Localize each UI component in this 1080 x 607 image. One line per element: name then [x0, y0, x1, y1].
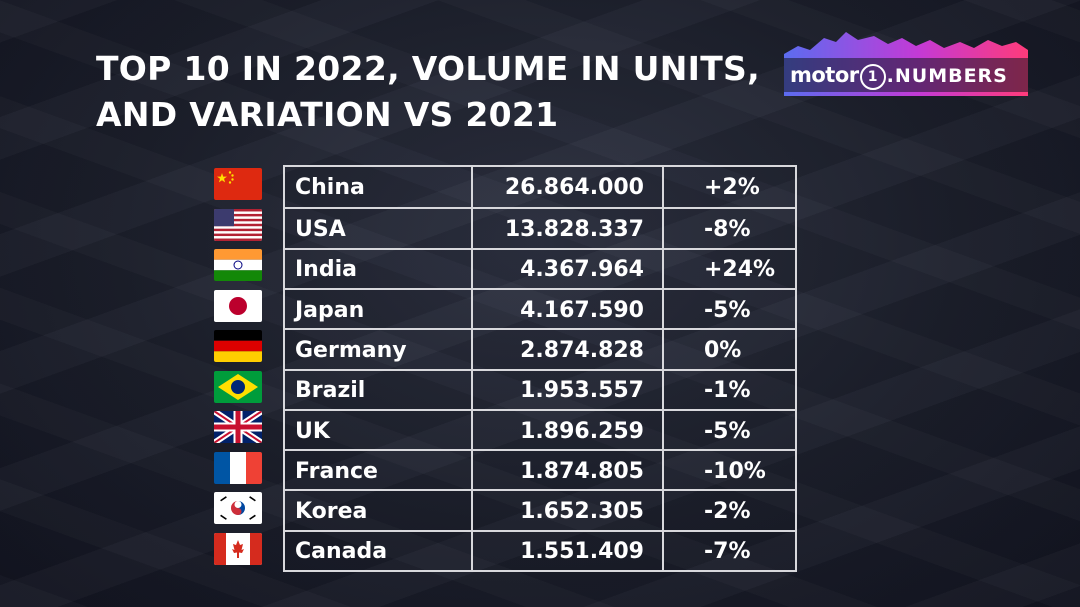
table-row: USA 13.828.337 -8% — [285, 207, 795, 250]
china-flag-icon — [214, 168, 262, 200]
table-row: China 26.864.000 +2% — [285, 167, 795, 208]
logo-one: 1 — [859, 64, 886, 90]
brazil-flag-icon — [214, 370, 262, 403]
logo-sub: .NUMBERS — [886, 65, 1008, 87]
variation-cell: +2% — [704, 174, 760, 200]
country-cell: China — [285, 167, 473, 208]
volume-cell: 4.367.964 — [473, 249, 664, 291]
table-row: India 4.367.964 +24% — [285, 247, 795, 291]
volume-cell: 1.896.259 — [473, 410, 664, 452]
japan-flag-icon — [214, 289, 262, 322]
country-cell: India — [285, 249, 473, 291]
usa-flag-icon — [214, 208, 262, 241]
country-cell: Brazil — [285, 370, 473, 411]
uk-flag-icon — [214, 411, 262, 443]
country-cell: Korea — [285, 491, 473, 532]
variation-cell: -5% — [704, 418, 751, 444]
france-flag-icon — [214, 451, 262, 484]
variation-cell: -8% — [704, 217, 751, 243]
volume-cell: 4.167.590 — [473, 289, 664, 331]
table-row: UK 1.896.259 -5% — [285, 408, 795, 452]
variation-cell: -10% — [704, 458, 766, 484]
variation-cell: -5% — [704, 297, 751, 323]
india-flag-icon — [214, 249, 262, 281]
title-line-1: TOP 10 IN 2022, VOLUME IN UNITS, — [96, 49, 760, 88]
variation-cell: -7% — [704, 539, 751, 565]
country-cell: UK — [285, 410, 473, 452]
data-table: China 26.864.000 +2% USA 13.828.337 -8% … — [283, 165, 797, 573]
table-row: Canada 1.551.409 -7% — [285, 529, 795, 573]
logo-wordmark: motor 1 .NUMBERS — [790, 58, 1008, 92]
variation-cell: 0% — [704, 337, 742, 363]
variation-cell: -1% — [704, 378, 751, 404]
table-row: Germany 2.874.828 0% — [285, 328, 795, 371]
table-row: Brazil 1.953.557 -1% — [285, 368, 795, 411]
table-row: France 1.874.805 -10% — [285, 449, 795, 492]
volume-cell: 13.828.337 — [473, 209, 664, 250]
variation-cell: -2% — [704, 499, 751, 525]
logo-brand: motor — [790, 63, 859, 87]
korea-flag-icon — [214, 492, 262, 524]
volume-cell: 1.874.805 — [473, 451, 664, 492]
variation-cell: +24% — [704, 257, 776, 283]
motor1-numbers-logo: motor 1 .NUMBERS — [784, 28, 1028, 96]
country-cell: France — [285, 451, 473, 492]
table-row: Korea 1.652.305 -2% — [285, 489, 795, 532]
country-cell: Japan — [285, 289, 473, 331]
table-row: Japan 4.167.590 -5% — [285, 287, 795, 331]
country-cell: USA — [285, 209, 473, 250]
country-cell: Canada — [285, 531, 473, 573]
germany-flag-icon — [214, 330, 262, 362]
mountain-logo-icon — [784, 32, 1028, 96]
volume-cell: 26.864.000 — [473, 167, 664, 208]
volume-cell: 1.652.305 — [473, 491, 664, 532]
volume-cell: 1.953.557 — [473, 370, 664, 411]
country-cell: Germany — [285, 330, 473, 371]
volume-cell: 2.874.828 — [473, 330, 664, 371]
title-line-2: AND VARIATION VS 2021 — [96, 95, 559, 134]
volume-cell: 1.551.409 — [473, 531, 664, 573]
canada-flag-icon — [214, 532, 262, 565]
page-title: TOP 10 IN 2022, VOLUME IN UNITS, AND VAR… — [96, 46, 760, 138]
